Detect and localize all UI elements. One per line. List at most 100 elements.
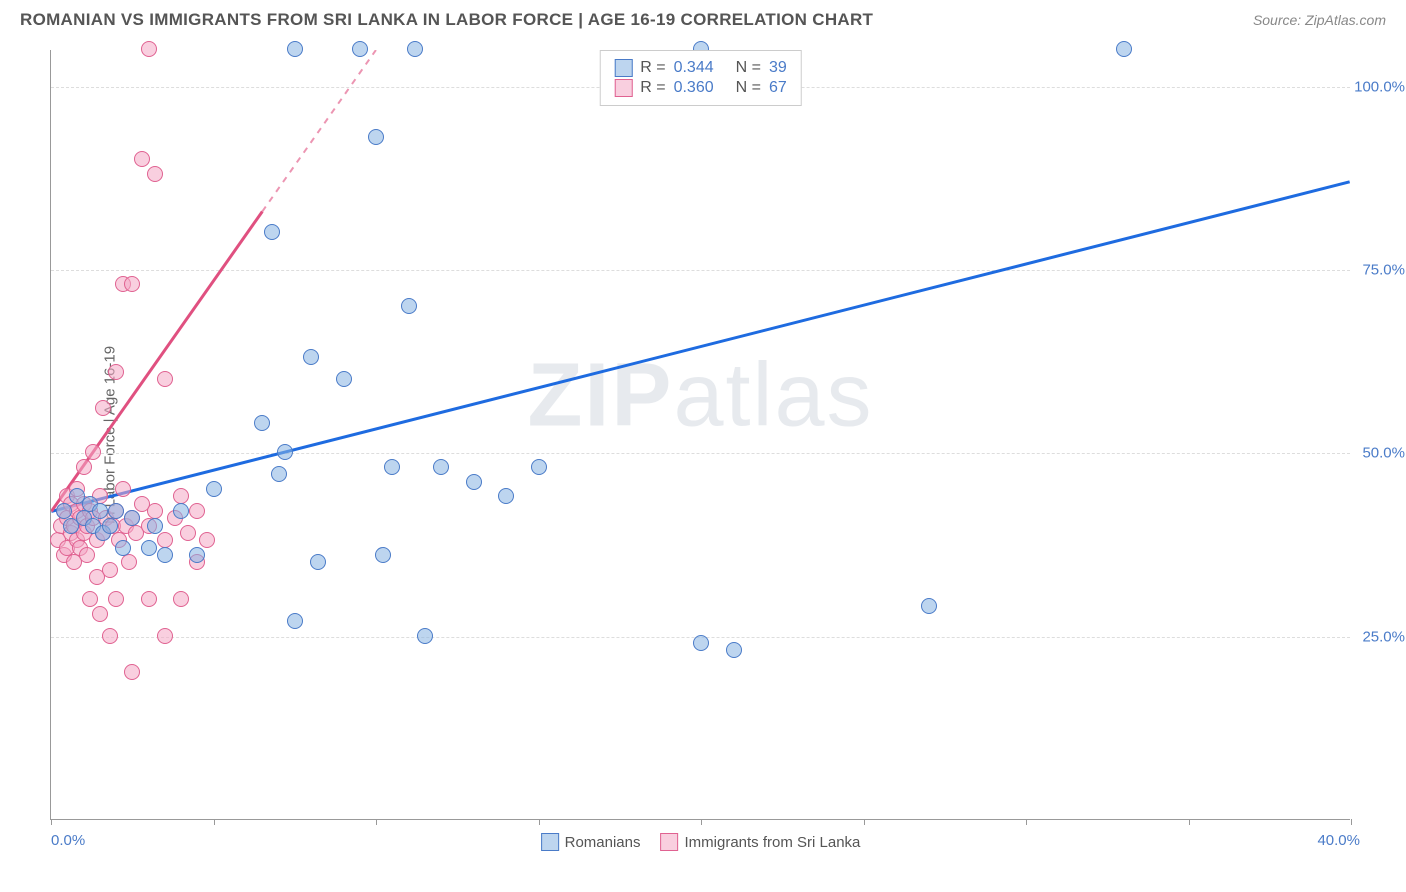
legend-n-label: N = [736,59,761,77]
x-axis-min-label: 0.0% [51,832,85,849]
scatter-point [56,503,72,519]
legend-swatch [541,833,559,851]
scatter-point [157,547,173,563]
gridline [51,453,1350,454]
scatter-point [92,606,108,622]
legend-n-value: 39 [769,59,787,77]
legend-label: Immigrants from Sri Lanka [684,834,860,851]
scatter-point [173,488,189,504]
legend-swatch [614,59,632,77]
scatter-point [124,510,140,526]
x-tick [1026,819,1027,825]
scatter-point [407,41,423,57]
gridline [51,270,1350,271]
legend-r-label: R = [640,59,665,77]
scatter-point [531,459,547,475]
legend-swatch [660,833,678,851]
scatter-point [124,276,140,292]
legend-row: R = 0.344 N = 39 [614,59,787,77]
scatter-point [199,532,215,548]
scatter-point [157,628,173,644]
scatter-point [141,591,157,607]
legend-r-value: 0.360 [674,79,714,97]
x-tick [539,819,540,825]
legend-n-label: N = [736,79,761,97]
legend-label: Romanians [565,834,641,851]
y-tick-label: 75.0% [1362,262,1405,279]
scatter-point [180,525,196,541]
scatter-point [498,488,514,504]
correlation-legend: R = 0.344 N = 39 R = 0.360 N = 67 [599,50,802,106]
scatter-point [157,371,173,387]
scatter-point [189,503,205,519]
scatter-point [85,444,101,460]
scatter-point [124,664,140,680]
scatter-point [375,547,391,563]
scatter-point [189,547,205,563]
series-legend: Romanians Immigrants from Sri Lanka [541,833,861,851]
scatter-point [108,591,124,607]
scatter-point [417,628,433,644]
scatter-point [147,166,163,182]
legend-n-value: 67 [769,79,787,97]
scatter-point [287,613,303,629]
y-tick-label: 25.0% [1362,628,1405,645]
legend-item: Romanians [541,833,641,851]
scatter-point [384,459,400,475]
scatter-point [254,415,270,431]
scatter-point [115,540,131,556]
scatter-point [336,371,352,387]
scatter-point [310,554,326,570]
scatter-point [141,540,157,556]
x-tick [701,819,702,825]
scatter-point [121,554,137,570]
x-tick [214,819,215,825]
legend-r-label: R = [640,79,665,97]
scatter-point [92,503,108,519]
scatter-point [147,503,163,519]
scatter-point [108,364,124,380]
scatter-point [102,518,118,534]
scatter-point [95,400,111,416]
scatter-point [206,481,222,497]
y-tick-label: 100.0% [1354,78,1405,95]
source-label: Source: ZipAtlas.com [1253,12,1386,28]
scatter-point [173,591,189,607]
scatter-point [102,628,118,644]
scatter-point [134,151,150,167]
scatter-point [1116,41,1132,57]
scatter-point [401,298,417,314]
legend-row: R = 0.360 N = 67 [614,79,787,97]
scatter-point [141,41,157,57]
scatter-point [76,459,92,475]
legend-item: Immigrants from Sri Lanka [660,833,860,851]
scatter-point [82,591,98,607]
scatter-point [303,349,319,365]
scatter-point [264,224,280,240]
scatter-point [921,598,937,614]
trend-lines [51,50,1350,819]
scatter-point [108,503,124,519]
scatter-point [352,41,368,57]
x-tick [1189,819,1190,825]
scatter-point [147,518,163,534]
scatter-point [693,635,709,651]
x-axis-max-label: 40.0% [1317,832,1360,849]
scatter-point [102,562,118,578]
scatter-point [726,642,742,658]
x-tick [864,819,865,825]
x-tick [51,819,52,825]
scatter-point [287,41,303,57]
scatter-point [157,532,173,548]
scatter-point [466,474,482,490]
scatter-point [79,547,95,563]
scatter-point [115,481,131,497]
watermark: ZIPatlas [527,345,873,448]
scatter-point [433,459,449,475]
x-tick [1351,819,1352,825]
legend-r-value: 0.344 [674,59,714,77]
scatter-point [173,503,189,519]
scatter-point [277,444,293,460]
chart-area: In Labor Force | Age 16-19 ZIPatlas 25.0… [50,50,1350,820]
page-title: ROMANIAN VS IMMIGRANTS FROM SRI LANKA IN… [20,10,873,30]
